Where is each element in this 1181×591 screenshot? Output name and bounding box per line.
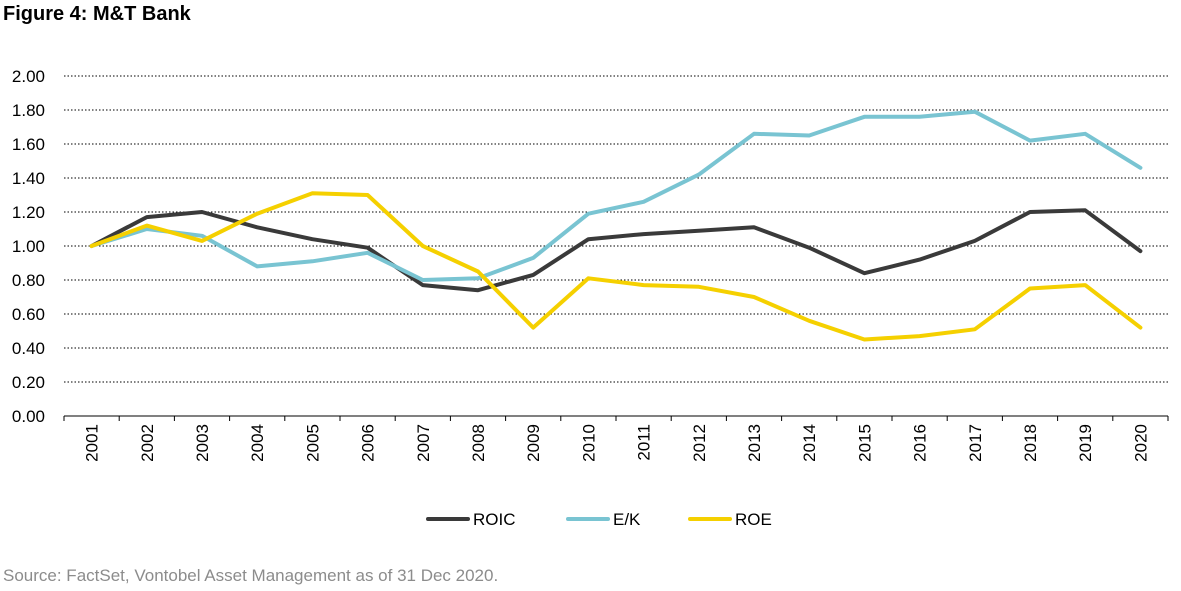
x-tick-label: 2009 xyxy=(524,424,543,462)
x-tick-label: 2001 xyxy=(83,424,102,462)
y-tick-label: 1.60 xyxy=(12,135,45,154)
x-tick-label: 2016 xyxy=(911,424,930,462)
x-tick-label: 2008 xyxy=(469,424,488,462)
y-tick-label: 1.00 xyxy=(12,237,45,256)
x-tick-label: 2007 xyxy=(414,424,433,462)
x-tick-label: 2014 xyxy=(800,424,819,462)
x-tick-label: 2005 xyxy=(303,424,322,462)
x-tick-label: 2019 xyxy=(1076,424,1095,462)
y-axis: 0.00 0.20 0.40 0.60 0.80 1.00 1.20 1.40 1.60 1.80… xyxy=(12,67,45,426)
series-line-roe xyxy=(89,191,1143,342)
y-tick-label: 0.80 xyxy=(12,271,45,290)
x-tick-label: 2017 xyxy=(966,424,985,462)
series-line-e-k xyxy=(89,109,1143,282)
x-tick-label: 2004 xyxy=(248,424,267,462)
y-tick-label: 0.40 xyxy=(12,339,45,358)
series-lines xyxy=(89,109,1143,342)
x-tick-label: 2013 xyxy=(745,424,764,462)
y-tick-label: 0.20 xyxy=(12,373,45,392)
x-tick-label: 2011 xyxy=(635,424,654,461)
x-tick-label: 2012 xyxy=(690,424,709,462)
x-tick-label: 2006 xyxy=(359,424,378,462)
legend: ROIC E/K ROE xyxy=(426,510,772,529)
y-tick-label: 1.40 xyxy=(12,169,45,188)
y-tick-label: 1.20 xyxy=(12,203,45,222)
x-tick-label: 2002 xyxy=(138,424,157,462)
legend-label: ROIC xyxy=(473,510,516,529)
x-tick-label: 2018 xyxy=(1021,424,1040,462)
x-tick-label: 2010 xyxy=(579,424,598,462)
chart-title: Figure 4: M&T Bank xyxy=(3,3,191,25)
y-tick-label: 0.00 xyxy=(12,407,45,426)
x-axis: 2001 2002 2003 2004 2005 2006 2007 2008 2009 2010… xyxy=(63,415,1169,462)
legend-label: E/K xyxy=(613,510,641,529)
y-tick-label: 2.00 xyxy=(12,67,45,86)
y-tick-label: 1.80 xyxy=(12,101,45,120)
x-tick-label: 2015 xyxy=(855,424,874,462)
legend-label: ROE xyxy=(735,510,772,529)
y-tick-label: 0.60 xyxy=(12,305,45,324)
source-note: Source: FactSet, Vontobel Asset Manageme… xyxy=(3,566,499,585)
x-tick-label: 2020 xyxy=(1131,424,1150,462)
series-line-roic xyxy=(89,208,1143,293)
x-tick-label: 2003 xyxy=(193,424,212,462)
